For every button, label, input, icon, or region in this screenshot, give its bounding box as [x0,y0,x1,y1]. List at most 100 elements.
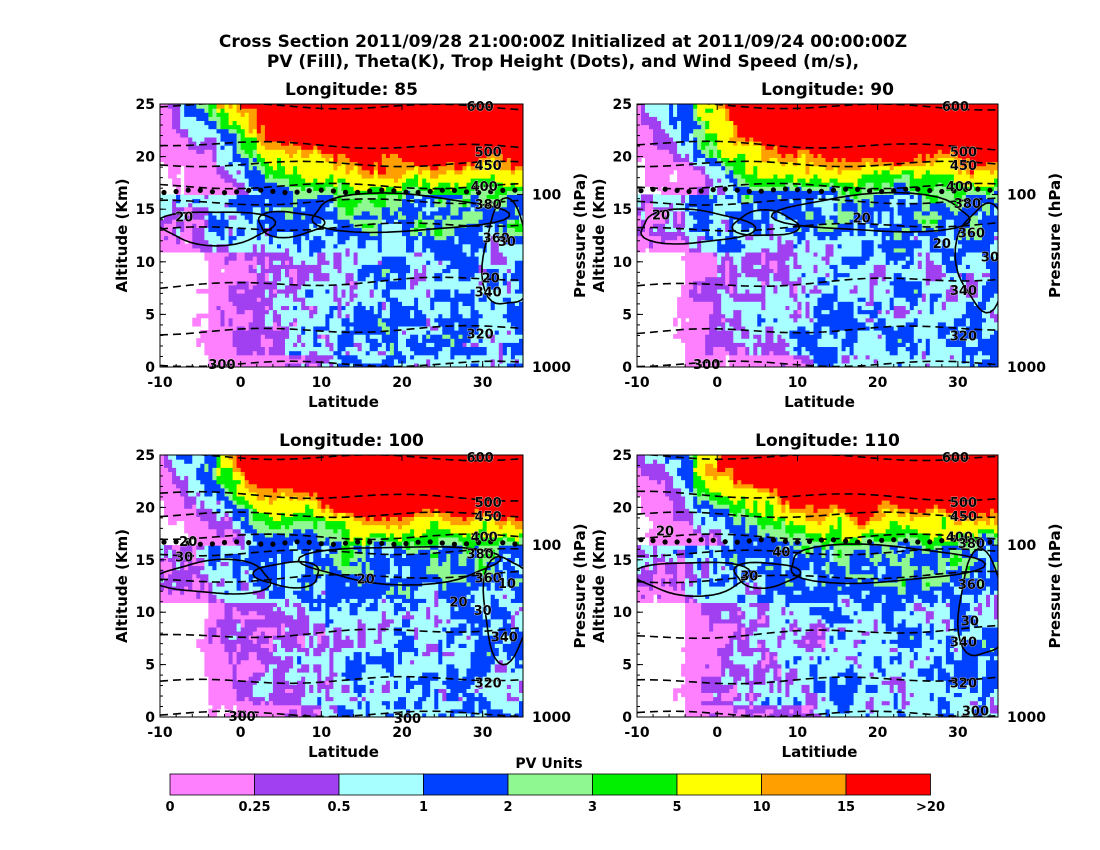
pv-cell [309,260,314,265]
pv-cell [482,128,488,134]
pv-cell [474,219,480,224]
pv-cell [268,301,274,307]
pv-cell [248,132,254,138]
pv-cell [164,194,169,200]
pv-cell [309,149,314,154]
pv-cell [418,231,423,237]
pv-cell [377,194,383,200]
pv-cell [418,280,423,286]
pv-cell [353,305,359,311]
pv-cell [268,165,274,171]
pv-cell [224,169,230,175]
pv-cell [365,358,371,364]
pv-cell [325,169,331,175]
pv-cell [410,223,415,228]
pv-cell [264,350,270,356]
pv-cell [256,330,262,335]
pv-cell [220,157,226,163]
pv-cell [365,325,371,331]
pv-cell [272,297,278,302]
pv-cell [285,161,290,167]
pv-cell [309,256,314,261]
pv-cell [462,124,468,130]
pv-cell [188,116,193,122]
pv-cell [297,104,302,109]
pv-cell [426,334,431,339]
pv-cell [252,108,258,113]
pv-cell [458,219,464,224]
pv-cell [252,264,258,270]
pv-cell [385,239,391,245]
pv-cell [305,104,310,109]
pv-cell [248,149,254,154]
pv-cell [385,186,391,191]
pv-cell [192,243,197,249]
pv-cell [462,317,468,323]
pv-cell [192,108,197,113]
pv-cell [458,104,464,109]
pv-cell [204,288,210,294]
pv-cell [454,239,460,245]
pv-cell [168,206,173,212]
pv-cell [329,346,335,352]
pv-cell [422,194,427,200]
pv-cell [482,157,488,163]
pv-cell [373,202,379,208]
pv-cell [345,219,351,224]
pv-cell [462,342,468,348]
pv-cell [196,178,201,183]
pv-cell [309,161,314,167]
pv-cell [393,354,399,360]
pv-cell [389,223,395,228]
pv-cell [317,260,322,265]
pv-cell [494,305,500,311]
pv-cell [381,206,387,212]
pv-cell [172,235,177,241]
pv-cell [482,231,488,237]
pv-cell [252,362,258,367]
pv-cell [337,272,343,278]
pv-cell [369,112,375,117]
pv-cell [301,362,306,367]
pv-cell [220,165,226,171]
pv-cell [236,104,242,109]
pv-cell [490,206,496,212]
pv-cell [285,305,290,311]
pv-cell [365,354,371,360]
pv-cell [454,149,460,154]
pv-cell [438,239,443,245]
pv-cell [365,260,371,265]
pv-cell [377,321,383,327]
pv-cell [337,157,343,163]
pv-cell [369,124,375,130]
pv-cell [293,153,298,159]
pv-cell [389,194,395,200]
pv-cell [414,354,419,360]
pv-cell [321,149,326,154]
pv-cell [272,313,278,319]
pv-cell [369,194,375,200]
pv-cell [260,354,266,360]
pv-cell [285,354,290,360]
pv-cell [244,190,250,196]
pv-cell [244,346,250,352]
pv-cell [285,182,290,187]
pv-cell [285,194,290,200]
pv-cell [216,194,222,200]
pv-cell [248,350,254,356]
pv-cell [293,194,298,200]
pv-cell [172,173,177,179]
pv-cell [490,321,496,327]
pv-cell [418,288,423,294]
pv-cell [410,153,415,159]
pv-cell [474,182,480,187]
pv-cell [297,362,302,367]
pv-cell [393,268,399,274]
pv-cell [305,256,310,261]
pv-cell [272,317,278,323]
pv-cell [196,112,201,117]
pv-cell [341,350,347,356]
pv-cell [220,194,226,200]
pv-cell [377,182,383,187]
pv-cell [486,116,492,122]
